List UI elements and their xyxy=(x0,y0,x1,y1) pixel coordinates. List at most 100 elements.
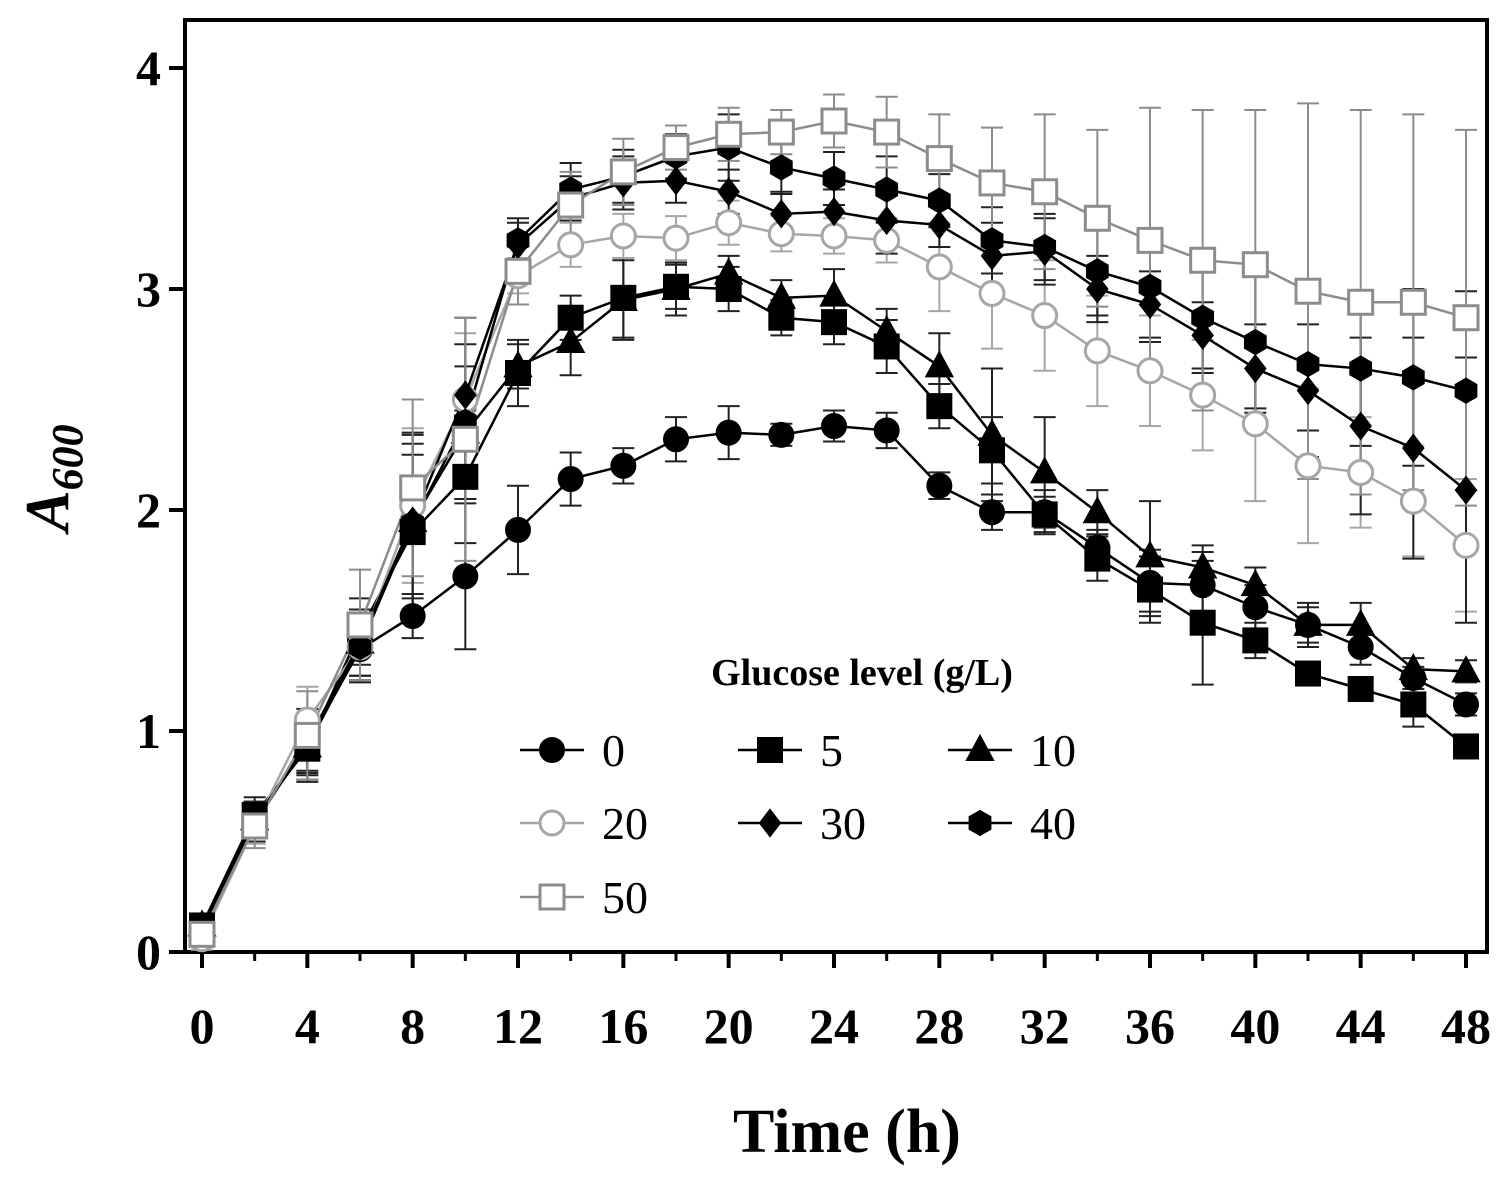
x-tick-label: 36 xyxy=(1125,998,1175,1054)
data-point-20 xyxy=(1399,487,1427,515)
data-point-20 xyxy=(1452,531,1480,559)
data-point-5 xyxy=(1031,501,1058,528)
y-axis-title-main: A xyxy=(14,490,82,535)
data-point-40 xyxy=(1191,304,1215,331)
y-tick-label: 4 xyxy=(136,40,161,96)
data-point-10 xyxy=(555,325,586,354)
data-point-50 xyxy=(1294,277,1322,305)
y-tick-label: 2 xyxy=(136,482,161,538)
legend-label-40: 40 xyxy=(1030,798,1076,849)
data-point-30 xyxy=(1402,433,1425,463)
data-point-5 xyxy=(1242,627,1269,654)
data-point-10 xyxy=(924,350,955,378)
data-point-10 xyxy=(503,350,533,378)
data-point-5 xyxy=(1400,691,1427,718)
data-point-0 xyxy=(452,563,479,590)
data-point-0 xyxy=(926,472,953,499)
data-point-50 xyxy=(609,158,637,186)
data-point-10 xyxy=(819,279,849,307)
x-tick-label: 48 xyxy=(1441,998,1491,1054)
data-point-50 xyxy=(399,474,427,502)
x-tick-label: 8 xyxy=(400,998,425,1054)
data-point-20 xyxy=(609,222,637,250)
data-point-40 xyxy=(1454,377,1478,404)
x-tick-label: 32 xyxy=(1020,998,1070,1054)
legend-label-30: 30 xyxy=(820,798,866,849)
data-point-40 xyxy=(769,154,793,181)
data-point-50 xyxy=(820,107,848,135)
data-point-5 xyxy=(1347,676,1374,703)
x-tick-label: 16 xyxy=(598,998,648,1054)
data-point-20 xyxy=(1347,458,1375,486)
data-point-50 xyxy=(451,425,479,453)
data-point-10 xyxy=(608,283,639,312)
data-point-50 xyxy=(557,191,585,219)
legend-marker-0 xyxy=(539,737,565,763)
data-point-50 xyxy=(1031,178,1059,206)
data-point-10 xyxy=(713,257,744,285)
data-point-30 xyxy=(454,380,477,410)
data-point-20 xyxy=(925,253,953,281)
data-point-50 xyxy=(1347,288,1375,316)
y-tick-label: 3 xyxy=(136,261,161,317)
data-point-50 xyxy=(662,134,690,162)
data-point-10 xyxy=(1451,655,1481,683)
data-point-20 xyxy=(1031,302,1059,330)
data-point-10 xyxy=(1398,653,1429,681)
data-point-50 xyxy=(1241,251,1269,279)
data-point-0 xyxy=(399,603,426,630)
data-point-50 xyxy=(1452,304,1480,332)
data-point-40 xyxy=(875,176,899,203)
data-point-0 xyxy=(715,419,742,446)
data-point-5 xyxy=(452,463,479,490)
data-point-30 xyxy=(664,166,688,196)
data-point-40 xyxy=(822,165,846,192)
data-point-20 xyxy=(662,224,690,252)
data-point-40 xyxy=(1138,273,1162,300)
data-point-50 xyxy=(767,118,795,146)
data-point-30 xyxy=(1138,289,1162,320)
data-point-20 xyxy=(1241,410,1269,438)
data-point-5 xyxy=(1189,609,1216,636)
data-point-50 xyxy=(1083,204,1111,232)
data-point-30 xyxy=(770,199,793,229)
data-point-40 xyxy=(506,227,530,254)
data-point-30 xyxy=(1349,411,1372,441)
data-point-50 xyxy=(241,812,269,840)
x-tick-label: 0 xyxy=(190,998,215,1054)
data-point-50 xyxy=(293,721,321,749)
data-point-50 xyxy=(715,120,743,148)
data-point-50 xyxy=(188,920,216,948)
data-point-30 xyxy=(1296,376,1320,406)
legend-marker-10 xyxy=(965,733,995,761)
data-point-10 xyxy=(766,281,797,309)
y-tick-label: 0 xyxy=(136,924,161,980)
data-point-50 xyxy=(978,169,1006,197)
data-point-5 xyxy=(1084,545,1111,572)
x-tick-label: 40 xyxy=(1230,998,1280,1054)
data-point-10 xyxy=(661,272,691,300)
data-point-10 xyxy=(1082,496,1113,524)
data-point-0 xyxy=(505,516,531,543)
data-point-10 xyxy=(977,418,1007,446)
legend-marker-30 xyxy=(758,808,782,838)
legend-marker-50 xyxy=(538,883,566,911)
data-point-40 xyxy=(1401,364,1425,391)
data-point-20 xyxy=(715,209,743,237)
data-point-30 xyxy=(875,205,898,236)
data-point-40 xyxy=(1085,258,1109,285)
data-point-50 xyxy=(1399,288,1427,316)
data-point-30 xyxy=(1454,475,1478,505)
x-tick-label: 44 xyxy=(1336,998,1386,1054)
data-point-0 xyxy=(1453,691,1479,718)
data-point-0 xyxy=(768,421,795,448)
data-point-20 xyxy=(557,231,585,259)
data-point-50 xyxy=(925,145,953,173)
data-point-0 xyxy=(873,417,900,444)
x-tick-label: 24 xyxy=(809,998,859,1054)
x-tick-label: 4 xyxy=(295,998,320,1054)
data-point-50 xyxy=(1136,226,1164,254)
legend-marker-5 xyxy=(757,737,783,763)
data-point-10 xyxy=(1029,456,1060,484)
data-point-30 xyxy=(928,210,951,240)
